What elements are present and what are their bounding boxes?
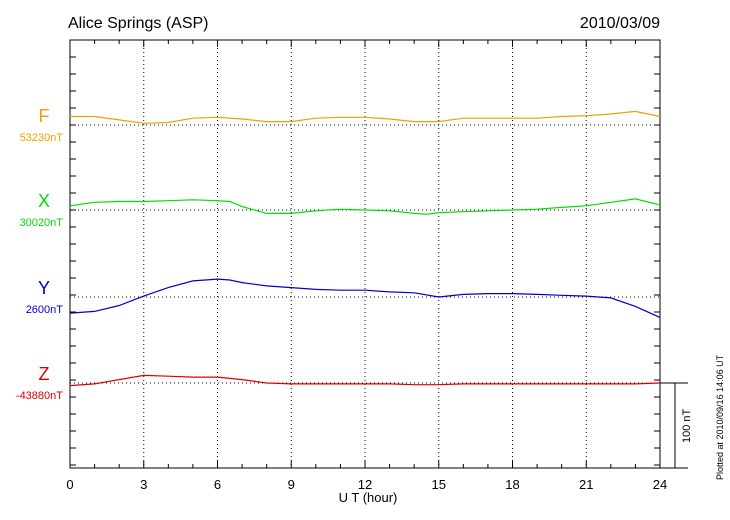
component-labels: F 53230nT X 30020nT Y 2600nT Z -43880nT: [16, 106, 63, 402]
chart-title: Alice Springs (ASP): [68, 15, 209, 32]
series-line-y: [69, 278, 661, 318]
scale-bar-label: 100 nT: [681, 408, 693, 443]
baseline-label-y: 2600nT: [26, 304, 64, 316]
component-label-f: F: [39, 106, 50, 126]
x-tick-label: 3: [140, 477, 147, 492]
series-line-x: [69, 198, 661, 215]
x-tick-label: 24: [653, 477, 667, 492]
component-label-z: Z: [39, 364, 50, 384]
y-axis-ticks: [70, 39, 660, 466]
baseline-label-x: 30020nT: [20, 217, 64, 229]
x-tick-label: 15: [432, 477, 446, 492]
grid: [70, 40, 660, 468]
series-group: [69, 110, 661, 387]
x-tick-label: 6: [214, 477, 221, 492]
x-tick-label: 9: [288, 477, 295, 492]
scale-bar: 100 nT: [660, 382, 693, 469]
component-label-y: Y: [38, 278, 50, 298]
baseline-label-z: -43880nT: [16, 390, 63, 402]
baseline-label-f: 53230nT: [20, 132, 64, 144]
x-tick-label: 12: [358, 477, 372, 492]
series-line-f: [70, 110, 661, 124]
x-axis-label: U T (hour): [339, 490, 398, 505]
series-line-z: [69, 374, 661, 387]
x-tick-label: 0: [66, 477, 73, 492]
chart-date: 2010/03/09: [580, 15, 660, 32]
component-label-x: X: [38, 191, 50, 211]
x-axis: 0 3 6 9 12 15 18 21 24: [66, 40, 667, 492]
plotted-at-footer: Plotted at 2010/09/16 14:06 UT: [715, 354, 725, 480]
x-tick-label: 18: [505, 477, 519, 492]
x-tick-label: 21: [579, 477, 593, 492]
